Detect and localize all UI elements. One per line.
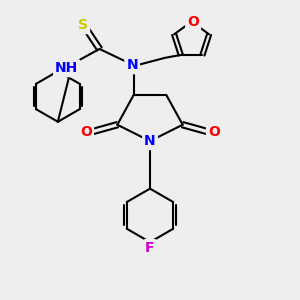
Text: O: O xyxy=(187,15,199,28)
Text: N: N xyxy=(144,134,156,148)
Text: S: S xyxy=(78,18,88,32)
Text: O: O xyxy=(80,125,92,139)
Text: NH: NH xyxy=(55,61,78,75)
Text: N: N xyxy=(126,58,138,72)
Text: F: F xyxy=(145,241,155,255)
Text: O: O xyxy=(208,125,220,139)
